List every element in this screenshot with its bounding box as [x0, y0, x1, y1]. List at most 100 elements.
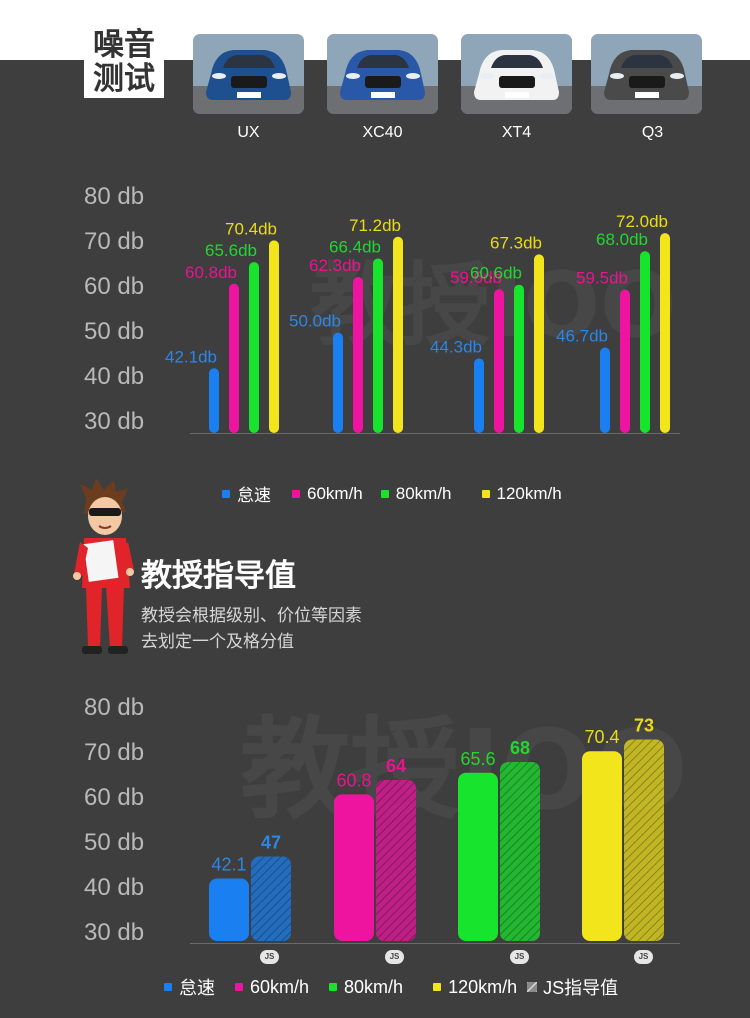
bar-xc40-idle — [333, 332, 343, 433]
data-label-q3-80kmh: 68.0db — [596, 230, 648, 249]
car-name-ux: UX — [237, 124, 260, 141]
legend2-label-60: 60km/h — [250, 976, 310, 997]
data-label-ux-120kmh: 70.4db — [225, 219, 277, 238]
car-grille — [499, 76, 535, 88]
car-name-q3: Q3 — [641, 124, 664, 141]
bar-120kmh-js-guide-hatch — [624, 739, 664, 941]
bar-q3-60kmh — [620, 289, 630, 433]
data-label-xc40-80kmh: 66.4db — [329, 237, 381, 256]
bar-xt4-idle — [474, 358, 484, 433]
car-photo-xc40 — [327, 34, 438, 114]
bar-ux-idle — [209, 368, 219, 433]
bar-q3-120kmh — [660, 233, 670, 433]
legend-label-60: 60km/h — [307, 483, 363, 503]
data-label-q3-120kmh: 72.0db — [616, 212, 668, 231]
car-grille — [629, 76, 665, 88]
js-badge-idle: JS — [260, 950, 279, 964]
bar-ux-120kmh — [269, 240, 279, 433]
data-label-ux-80kmh: 65.6db — [205, 241, 257, 260]
chart1-baseline — [190, 433, 680, 434]
bar-xt4-60kmh — [494, 289, 504, 433]
data-label-ux-60kmh: 60.8db — [185, 263, 237, 282]
legend-label-120: 120km/h — [496, 483, 562, 503]
bar-ux-80kmh — [249, 262, 259, 433]
noise-test-title: 噪音 测试 — [84, 24, 164, 98]
chart1-ytick-50: 50 db — [84, 318, 145, 345]
car-headlight-left — [610, 73, 624, 79]
chart1-ytick-30: 30 db — [84, 408, 145, 435]
chart2-ytick-60: 60 db — [84, 784, 145, 811]
legend-item-idle: 怠速 — [222, 481, 271, 506]
car-xt4-illustration — [461, 34, 572, 114]
title-line-1: 噪音 — [93, 27, 155, 63]
legend2-item-js: JS指导值 — [527, 974, 618, 1000]
car-headlight-right — [670, 73, 684, 79]
car-headlight-right — [540, 73, 554, 79]
car-headlight-left — [212, 73, 226, 79]
data-label-ux-idle: 42.1db — [165, 347, 217, 366]
car-headlight-left — [480, 73, 494, 79]
chart1-ytick-70: 70 db — [84, 228, 145, 255]
car-grille — [365, 76, 401, 88]
car-name-xt4: XT4 — [501, 124, 532, 141]
professor-section-title: 教授指导值 — [141, 558, 296, 594]
car-photo-ux — [193, 34, 304, 114]
chart2-ytick-40: 40 db — [84, 874, 145, 901]
legend-item-60: 60km/h — [292, 484, 363, 504]
car-windshield — [223, 55, 275, 68]
bar-120kmh-ux — [582, 751, 622, 941]
bar-xt4-80kmh — [514, 284, 524, 433]
hatched-swatch-icon — [527, 982, 538, 992]
chart2-ytick-70: 70 db — [84, 739, 145, 766]
bar-60kmh-js-guide-hatch — [376, 780, 416, 941]
legend2-item-idle: 怠速 — [164, 974, 215, 1000]
chart2-ytick-30: 30 db — [84, 919, 145, 946]
data-label-q3-idle: 46.7db — [556, 327, 608, 346]
bar-xc40-120kmh — [393, 236, 403, 433]
car-xc40-illustration — [327, 34, 438, 114]
chart2-ytick-50: 50 db — [84, 829, 145, 856]
car-plate — [505, 92, 529, 98]
data-label-idle-ux: 42.1 — [211, 855, 246, 875]
car-windshield — [491, 55, 543, 68]
legend2-label-idle: 怠速 — [179, 978, 215, 998]
car-grille — [231, 76, 267, 88]
data-label-60kmh-ux: 60.8 — [336, 770, 371, 790]
legend2-item-80: 80km/h — [329, 977, 403, 998]
data-label-xc40-idle: 50.0db — [289, 312, 341, 331]
legend2-label-80: 80km/h — [344, 976, 404, 997]
car-name-xc40: XC40 — [362, 124, 403, 141]
data-label-80kmh-ux: 65.6 — [460, 749, 495, 769]
legend2-label-js: JS指导值 — [543, 978, 619, 998]
chart2-legend: 怠速 60km/h 80km/h 120km/h JS指导值 — [164, 974, 618, 1000]
bar-xc40-60kmh — [353, 277, 363, 433]
bar-q3-idle — [600, 347, 610, 433]
legend2-label-120: 120km/h — [448, 976, 518, 997]
car-headlight-right — [272, 73, 286, 79]
js-badge-80: JS — [510, 950, 529, 964]
data-label-xt4-60kmh: 59.6db — [450, 268, 502, 287]
car-photo-xt4 — [461, 34, 572, 114]
data-label-120kmh-js-guide: 73 — [634, 716, 654, 736]
data-label-xc40-120kmh: 71.2db — [349, 216, 401, 235]
data-label-q3-60kmh: 59.5db — [576, 269, 628, 288]
bar-80kmh-ux — [458, 772, 498, 941]
noise-bar-chart: 42.1db 60.8db 65.6db 70.4db 50.0db 62.3db66.4… — [165, 212, 670, 433]
chart1-ytick-80: 80 db — [84, 183, 145, 210]
data-label-xt4-120kmh: 67.3db — [490, 233, 542, 252]
data-label-60kmh-js-guide: 64 — [386, 756, 406, 776]
car-windshield — [621, 55, 673, 68]
professor-subtitle-line-1: 教授会根据级别、价位等因素 — [141, 606, 362, 626]
bar-ux-60kmh — [229, 283, 239, 433]
bar-80kmh-js-guide-hatch — [500, 762, 540, 941]
bar-q3-80kmh — [640, 251, 650, 433]
chart2-baseline — [190, 943, 680, 944]
js-badge-60: JS — [385, 950, 404, 964]
data-label-xt4-80kmh: 60.6db — [470, 264, 522, 283]
legend-label-idle: 怠速 — [237, 486, 271, 505]
bar-xc40-80kmh — [373, 258, 383, 433]
car-plate — [371, 92, 395, 98]
chart2-ytick-80: 80 db — [84, 694, 145, 721]
bar-xt4-120kmh — [534, 254, 544, 433]
